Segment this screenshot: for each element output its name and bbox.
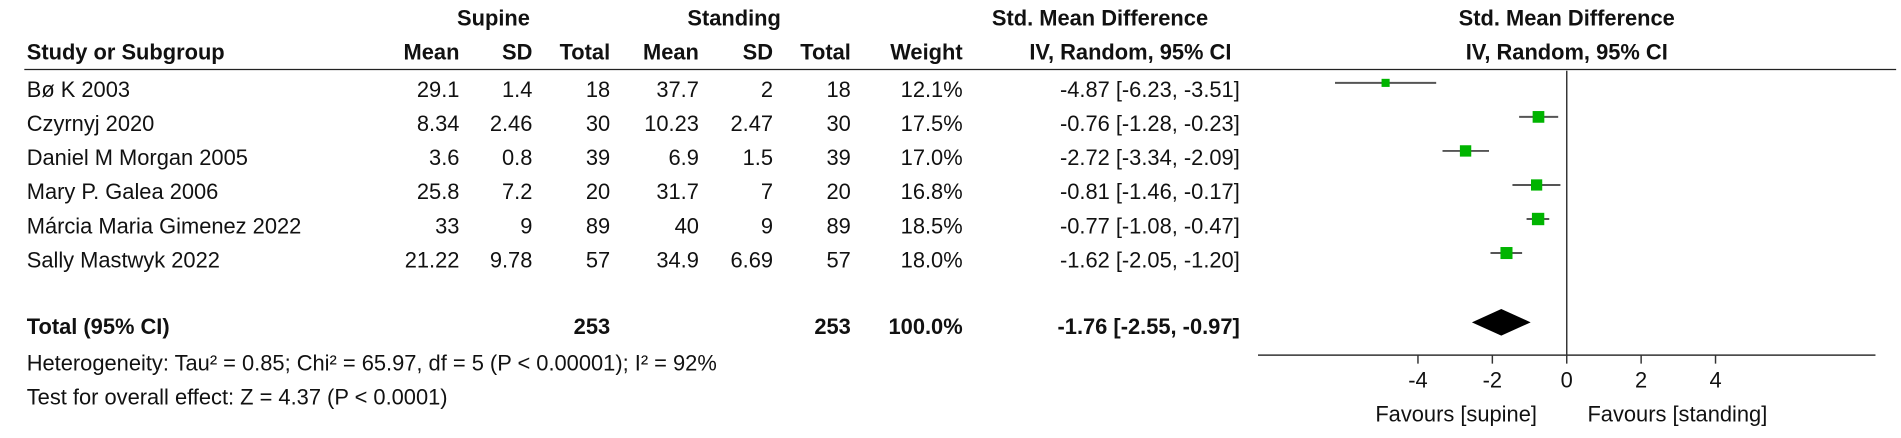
x-tick-label: -2 [1483, 368, 1502, 393]
table-cell: 25.8 [417, 179, 460, 204]
table-cell: 30 [586, 111, 610, 136]
group-header: Standing [687, 5, 781, 30]
column-header: Weight [890, 39, 963, 64]
plot-title: Std. Mean Difference [1459, 5, 1675, 30]
table-cell: 8.34 [417, 111, 460, 136]
table-cell: 1.5 [743, 145, 773, 170]
table-cell: 34.9 [656, 247, 699, 272]
effect-box [1532, 111, 1545, 123]
table-cell: 18.5% [901, 213, 963, 238]
table-cell: -0.81 [-1.46, -0.17] [1060, 179, 1240, 204]
table-cell: 2.46 [490, 111, 533, 136]
table-cell: 9 [761, 213, 773, 238]
total-diamond [1471, 308, 1531, 336]
table-cell: 21.22 [405, 247, 460, 272]
table-cell: 18 [586, 77, 610, 102]
table-cell: -0.77 [-1.08, -0.47] [1060, 213, 1240, 238]
table-cell: 9 [520, 213, 532, 238]
table-cell: 0.8 [502, 145, 532, 170]
table-cell: 2.47 [730, 111, 773, 136]
table-cell: 37.7 [656, 77, 699, 102]
x-tick-label: 2 [1635, 368, 1647, 393]
group-header: Std. Mean Difference [992, 5, 1208, 30]
table-cell: Sally Mastwyk 2022 [27, 247, 220, 272]
effect-box [1531, 179, 1543, 191]
table-cell: 6.9 [669, 145, 699, 170]
table-cell: 39 [586, 145, 610, 170]
total-cell: -1.76 [-2.55, -0.97] [1058, 314, 1240, 339]
table-cell: 30 [827, 111, 851, 136]
total-cell: 253 [574, 314, 610, 339]
table-cell: 12.1% [901, 77, 963, 102]
table-cell: 2 [761, 77, 773, 102]
table-cell: -1.62 [-2.05, -1.20] [1060, 247, 1240, 272]
column-header: Mean [404, 39, 460, 64]
column-header: SD [743, 39, 773, 64]
overall-effect: Test for overall effect: Z = 4.37 (P < 0… [27, 385, 448, 410]
total-cell: Total (95% CI) [27, 314, 170, 339]
table-cell: 89 [586, 213, 610, 238]
table-cell: 40 [675, 213, 699, 238]
table-cell: 33 [435, 213, 459, 238]
table-cell: 20 [586, 179, 610, 204]
favours-label: Favours [supine] [1375, 402, 1537, 427]
column-header: Study or Subgroup [27, 39, 225, 64]
table-cell: 3.6 [429, 145, 459, 170]
table-cell: 10.23 [644, 111, 699, 136]
table-cell: Daniel M Morgan 2005 [27, 145, 248, 170]
total-cell: 253 [814, 314, 850, 339]
table-cell: 18 [827, 77, 851, 102]
table-cell: Márcia Maria Gimenez 2022 [27, 213, 302, 238]
table-cell: 1.4 [502, 77, 532, 102]
table-cell: 7 [761, 179, 773, 204]
effect-box [1500, 247, 1513, 260]
table-cell: 57 [586, 247, 610, 272]
table-cell: 18.0% [901, 247, 963, 272]
total-cell: 100.0% [889, 314, 963, 339]
table-cell: Czyrnyj 2020 [27, 111, 155, 136]
x-tick-label: 4 [1709, 368, 1721, 393]
plot-subtitle: IV, Random, 95% CI [1466, 39, 1668, 64]
table-cell: -0.76 [-1.28, -0.23] [1060, 111, 1240, 136]
x-tick-label: 0 [1561, 368, 1573, 393]
column-header: IV, Random, 95% CI [1029, 39, 1231, 64]
heterogeneity: Heterogeneity: Tau² = 0.85; Chi² = 65.97… [27, 351, 717, 376]
column-header: Total [560, 39, 611, 64]
favours-label: Favours [standing] [1587, 402, 1767, 427]
table-cell: 39 [827, 145, 851, 170]
table-cell: 89 [827, 213, 851, 238]
group-header: Supine [457, 5, 530, 30]
column-header: Mean [643, 39, 699, 64]
table-cell: 7.2 [502, 179, 532, 204]
table-cell: 17.0% [901, 145, 963, 170]
column-header: Total [800, 39, 851, 64]
table-cell: Bø K 2003 [27, 77, 130, 102]
table-cell: 16.8% [901, 179, 963, 204]
effect-box [1381, 78, 1390, 87]
x-tick-label: -4 [1408, 368, 1427, 393]
table-cell: 6.69 [730, 247, 773, 272]
column-header: SD [502, 39, 532, 64]
table-cell: 9.78 [490, 247, 533, 272]
table-cell: 17.5% [901, 111, 963, 136]
table-cell: 29.1 [417, 77, 460, 102]
effect-box [1531, 212, 1545, 226]
table-cell: 20 [827, 179, 851, 204]
table-cell: -2.72 [-3.34, -2.09] [1060, 145, 1240, 170]
effect-box [1459, 145, 1472, 157]
table-cell: -4.87 [-6.23, -3.51] [1060, 77, 1240, 102]
table-cell: 57 [827, 247, 851, 272]
table-cell: Mary P. Galea 2006 [27, 179, 219, 204]
table-cell: 31.7 [656, 179, 699, 204]
